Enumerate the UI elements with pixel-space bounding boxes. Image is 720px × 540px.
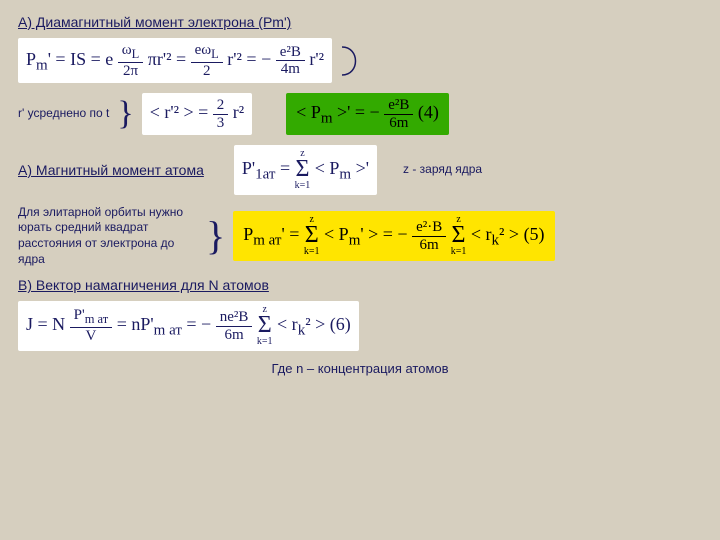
note-r-avg: r' усреднено по t [18, 106, 109, 122]
formula-pm-avg: < Pm >' = − e²B6m (4) [286, 93, 449, 135]
heading-atom-moment: А) Магнитный момент атома [18, 162, 204, 178]
row-j: J = N P'm атV = nP'm ат = − ne²B6m zΣk=1… [18, 301, 702, 351]
row-atom-heading: А) Магнитный момент атома P'1ат = zΣk=1 … [18, 145, 702, 195]
note-orbit: Для элитарной орбиты нужно юрать средний… [18, 205, 198, 267]
formula-pm-chain: Pm' = IS = e ωL2π πr'² = eωL2 r'² = − e²… [18, 38, 332, 83]
formula-r2: < r'² > = 23 r² [142, 93, 252, 135]
row-r-avg: r' усреднено по t } < r'² > = 23 r² < Pm… [18, 93, 702, 135]
row-orbit: Для элитарной орбиты нужно юрать средний… [18, 205, 702, 267]
brace-icon: } [206, 216, 225, 256]
heading-diamagnetic: А) Диамагнитный момент электрона (Pm') [18, 14, 702, 30]
formula-j: J = N P'm атV = nP'm ат = − ne²B6m zΣk=1… [18, 301, 359, 351]
curve-decor [340, 41, 366, 81]
row-pm-chain: Pm' = IS = e ωL2π πr'² = eωL2 r'² = − e²… [18, 38, 702, 83]
formula-pm-at: Pm ат' = zΣk=1 < Pm' > = − e²·B6m zΣk=1 … [233, 211, 554, 261]
formula-p1at: P'1ат = zΣk=1 < Pm >' [234, 145, 377, 195]
brace-icon: } [117, 97, 133, 131]
note-z: z - заряд ядра [403, 162, 482, 178]
footer-note: Где n – концентрация атомов [18, 361, 702, 376]
heading-magnetization: В) Вектор намагничения для N атомов [18, 277, 702, 293]
